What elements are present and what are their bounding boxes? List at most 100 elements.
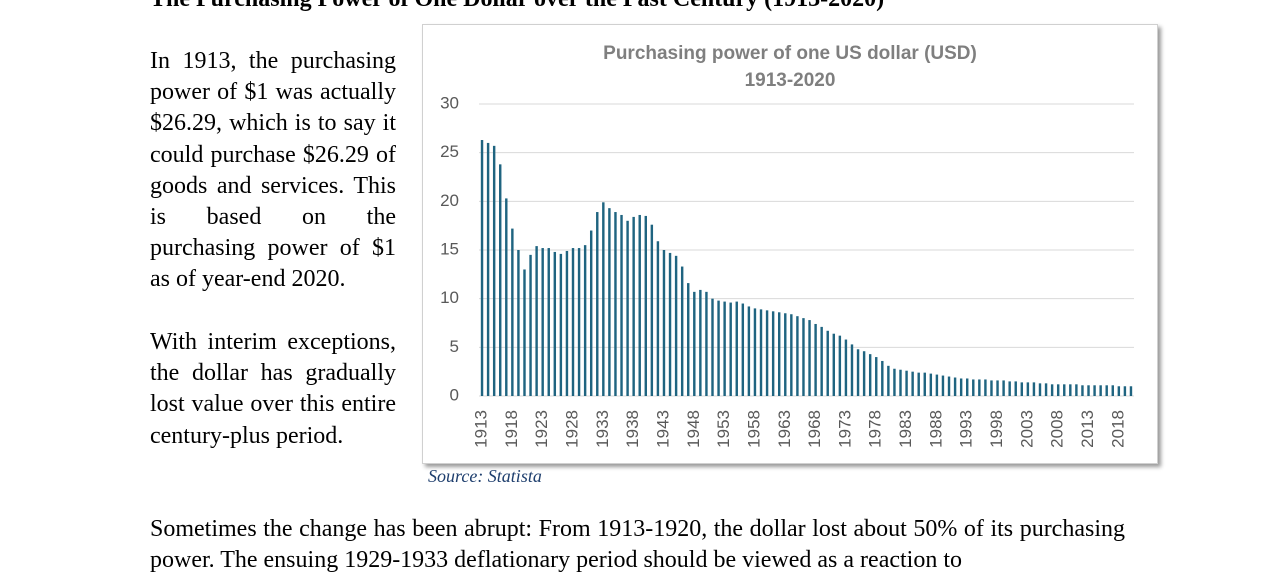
bar (699, 289, 702, 396)
y-tick-label: 15 (440, 239, 459, 258)
bar (608, 208, 611, 396)
bar (929, 373, 933, 396)
bar (790, 314, 793, 396)
bar (759, 309, 763, 396)
bar (984, 379, 987, 396)
chart: Purchasing power of one US dollar (USD) … (440, 43, 1134, 448)
bar (1050, 384, 1054, 396)
bar (492, 145, 496, 396)
bar (571, 248, 575, 396)
bar (923, 372, 926, 396)
x-tick-label: 1998 (987, 410, 1006, 448)
bar (517, 250, 520, 396)
bar (650, 224, 654, 396)
bar (1026, 382, 1030, 396)
bar (723, 301, 726, 396)
bar (784, 313, 787, 396)
bar (1111, 385, 1114, 396)
y-tick-label: 0 (450, 385, 459, 404)
x-tick-label: 1913 (472, 410, 491, 448)
bar (1008, 381, 1011, 396)
bar (941, 375, 945, 396)
bar (959, 378, 963, 396)
bar (905, 370, 908, 396)
bar (1038, 383, 1042, 396)
bar (1002, 380, 1005, 396)
bar (844, 339, 848, 396)
bar (820, 326, 823, 396)
bar (814, 323, 817, 396)
bar (850, 344, 854, 396)
bar (541, 248, 544, 396)
bar (711, 298, 714, 396)
bar (638, 214, 641, 396)
bar (881, 360, 884, 396)
x-tick-label: 1983 (896, 410, 915, 448)
x-tick-label: 1953 (714, 410, 733, 448)
bar (832, 333, 836, 396)
bar (978, 379, 981, 396)
bar (511, 228, 514, 396)
bar (1056, 384, 1060, 396)
bar (644, 215, 647, 396)
bar (1075, 384, 1078, 396)
x-tick-label: 1943 (653, 410, 672, 448)
bar (1093, 385, 1096, 396)
bar (747, 306, 751, 396)
bar (626, 220, 629, 396)
y-tick-label: 10 (440, 288, 459, 307)
bar (765, 310, 769, 396)
bar (947, 376, 951, 396)
x-tick-label: 1978 (866, 410, 885, 448)
bar (602, 202, 605, 396)
x-tick-label: 1963 (775, 410, 794, 448)
bar (741, 303, 745, 396)
bar (735, 301, 738, 396)
x-tick-label: 1988 (926, 410, 945, 448)
bar (535, 246, 538, 396)
chart-title: Purchasing power of one US dollar (USD) (603, 43, 977, 64)
bar (838, 335, 842, 396)
bar (620, 214, 623, 396)
bar (1081, 385, 1084, 396)
bar (868, 354, 872, 396)
bar (577, 248, 581, 396)
bar (596, 212, 599, 396)
bar (802, 318, 805, 396)
bar (972, 379, 975, 396)
paragraph: In 1913, the purchasing power of $1 was … (150, 48, 396, 293)
paragraph: With interim exceptions, the dollar has … (150, 329, 396, 449)
bar (705, 291, 708, 396)
source: Source: Statista (428, 466, 542, 486)
x-tick-label: 2018 (1108, 410, 1127, 448)
bar (668, 252, 672, 396)
bar (729, 302, 732, 396)
bar (753, 308, 757, 396)
x-tick-label: 1933 (593, 410, 612, 448)
bar (547, 248, 550, 396)
bar (808, 320, 811, 396)
bar (614, 212, 617, 396)
bar (589, 230, 593, 396)
bar (862, 351, 866, 396)
x-tick-label: 2013 (1078, 410, 1097, 448)
bar (1087, 385, 1090, 396)
x-tick-label: 1973 (835, 410, 854, 448)
bar (553, 251, 557, 396)
bar (674, 255, 678, 396)
bar (893, 368, 896, 396)
bar (693, 291, 696, 396)
bar (996, 380, 999, 396)
bar (680, 266, 684, 396)
y-tick-label: 20 (440, 191, 459, 210)
bar (796, 316, 799, 396)
bar (777, 312, 781, 396)
x-tick-label: 1918 (502, 410, 521, 448)
bar (899, 369, 902, 396)
bar (1063, 384, 1066, 396)
x-tick-label: 1923 (532, 410, 551, 448)
bar (656, 241, 660, 396)
y-tick-label: 5 (450, 337, 459, 356)
bar (1117, 386, 1121, 396)
heading: The Purchasing Power of One Dollar over … (150, 0, 884, 15)
